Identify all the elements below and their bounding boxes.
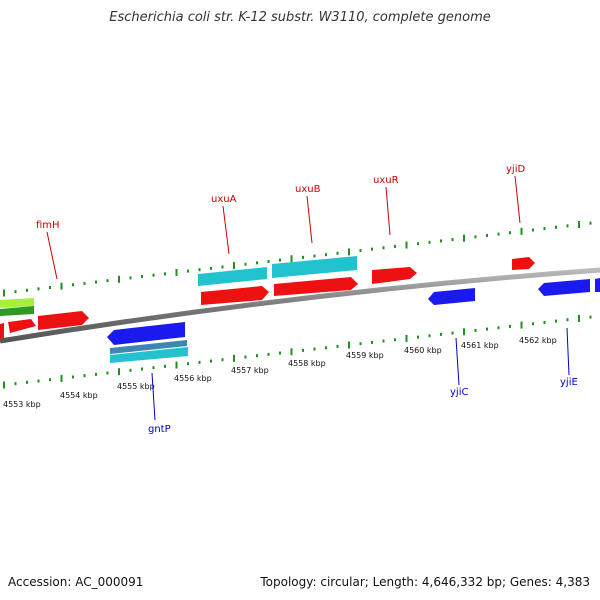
scale-label: 4557 kbp [231, 366, 269, 375]
gene-arrow-forward[interactable] [201, 286, 269, 305]
rna-features-lane [110, 256, 357, 363]
scale-labels: 4553 kbp 4554 kbp 4555 kbp 4556 kbp 4557… [3, 336, 557, 409]
scale-label: 4562 kbp [519, 336, 557, 345]
gene-label-uxur[interactable]: uxuR [373, 175, 399, 186]
scale-label: 4560 kbp [404, 346, 442, 355]
scale-label: 4554 kbp [60, 391, 98, 400]
gene-arrow-reverse[interactable] [107, 322, 185, 345]
inner-tick-track [3, 314, 592, 389]
gene-label-fimh[interactable]: fimH [36, 220, 60, 231]
forward-genes-lane [0, 257, 535, 339]
rna-feature[interactable] [110, 347, 188, 363]
reverse-genes-lane [107, 278, 600, 345]
outer-tick-track [3, 221, 592, 297]
gene-arrow-forward[interactable] [38, 311, 89, 330]
gene-label-yjid[interactable]: yjiD [506, 164, 525, 175]
scale-label: 4559 kbp [346, 351, 384, 360]
gene-labels: fimH uxuA uxuB uxuR yjiD gntP yjiC yjiE [36, 164, 578, 435]
gene-label-yjie[interactable]: yjiE [560, 377, 578, 388]
scale-label: 4556 kbp [174, 374, 212, 383]
gene-arrow-forward[interactable] [274, 277, 358, 296]
rna-feature[interactable] [272, 256, 357, 278]
label-leaders [46, 175, 570, 421]
accession-label: Accession: AC_000091 [8, 575, 144, 589]
gene-arrow-forward[interactable] [372, 267, 417, 284]
gene-arrow-reverse[interactable] [538, 279, 590, 296]
gene-arrow-forward[interactable] [512, 257, 535, 270]
rna-feature[interactable] [110, 340, 187, 354]
scale-label: 4553 kbp [3, 400, 41, 409]
gene-label-uxub[interactable]: uxuB [295, 184, 321, 195]
gene-arrow-forward[interactable] [0, 323, 4, 339]
gene-arrow-reverse[interactable] [595, 278, 600, 292]
gene-label-gntp[interactable]: gntP [148, 424, 171, 435]
gene-label-uxua[interactable]: uxuA [211, 194, 237, 205]
genome-backbone [0, 267, 600, 344]
gene-arrow-reverse[interactable] [428, 288, 475, 305]
gene-arrow-forward[interactable] [8, 319, 36, 333]
rna-feature[interactable] [198, 267, 267, 286]
gene-label-yjic[interactable]: yjiC [450, 387, 468, 398]
genome-summary: Topology: circular; Length: 4,646,332 bp… [260, 575, 590, 589]
scale-label: 4555 kbp [117, 382, 155, 391]
partial-feature-left [0, 298, 34, 316]
scale-label: 4561 kbp [461, 341, 499, 350]
map-title: Escherichia coli str. K-12 substr. W3110… [109, 10, 491, 25]
scale-label: 4558 kbp [288, 359, 326, 368]
